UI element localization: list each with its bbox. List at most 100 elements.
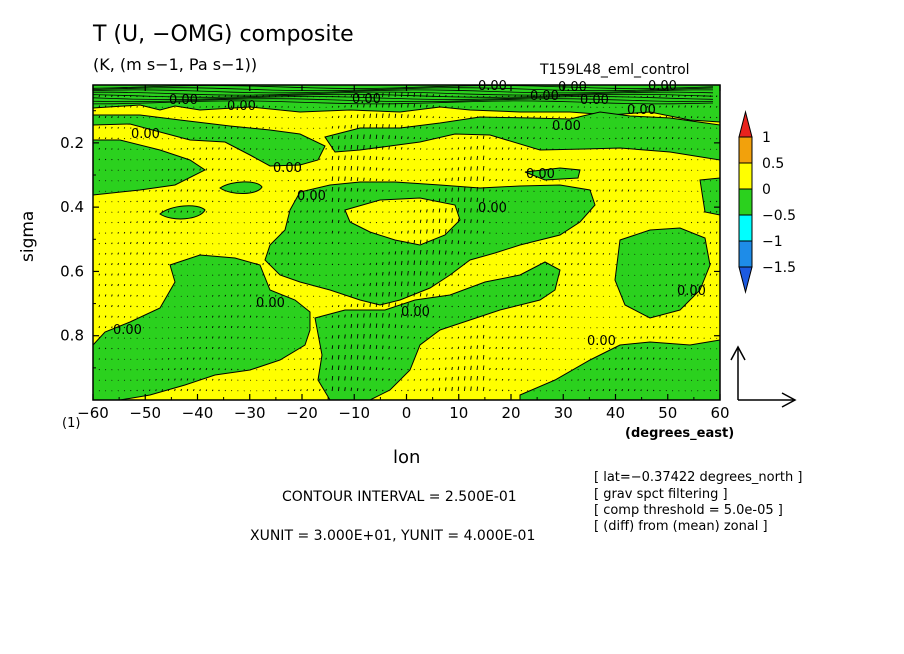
wind-vector	[130, 337, 132, 339]
wind-vector	[489, 200, 491, 203]
wind-vector	[684, 232, 686, 234]
wind-vector	[300, 295, 302, 297]
wind-vector	[558, 337, 560, 339]
wind-vector	[564, 389, 567, 392]
wind-vector	[690, 211, 693, 213]
wind-vector	[243, 315, 245, 318]
wind-vector	[123, 262, 126, 266]
wind-vector	[678, 105, 680, 108]
wind-vector	[344, 187, 346, 192]
wind-vector	[413, 240, 416, 245]
wind-vector	[287, 106, 289, 108]
wind-vector	[489, 137, 491, 140]
wind-vector	[237, 379, 239, 381]
wind-vector	[104, 369, 107, 371]
wind-vector	[388, 379, 390, 381]
wind-vector	[621, 116, 623, 119]
wind-vector	[445, 95, 447, 98]
wind-vector	[268, 273, 271, 276]
wind-vector	[155, 220, 157, 224]
wind-vector	[155, 241, 157, 245]
wind-vector	[394, 241, 397, 245]
wind-vector	[180, 388, 182, 392]
contour-label: 0.00	[526, 167, 555, 182]
wind-vector	[709, 252, 712, 255]
wind-vector	[167, 368, 170, 371]
wind-vector	[161, 389, 164, 392]
wind-vector	[709, 337, 711, 339]
wind-vector	[256, 211, 258, 213]
wind-vector	[312, 285, 315, 287]
wind-vector	[413, 250, 416, 255]
wind-vector	[281, 316, 283, 318]
wind-vector	[369, 282, 371, 287]
wind-vector	[167, 231, 170, 234]
wind-vector	[495, 95, 497, 98]
wind-vector	[199, 211, 201, 213]
wind-vector	[539, 126, 542, 129]
wind-vector	[432, 105, 434, 108]
wind-vector	[445, 250, 447, 255]
wind-vector	[508, 346, 510, 350]
wind-vector	[690, 337, 693, 339]
wind-vector	[350, 166, 353, 171]
wind-vector	[325, 117, 327, 119]
wind-vector	[552, 116, 554, 119]
wind-vector	[167, 179, 170, 182]
wind-vector	[438, 239, 441, 245]
wind-vector	[306, 252, 308, 255]
wind-vector	[703, 390, 705, 392]
wind-vector	[709, 190, 712, 192]
wind-vector	[659, 253, 661, 255]
wind-vector	[369, 377, 371, 381]
wind-vector	[331, 106, 334, 108]
wind-vector	[678, 232, 680, 234]
wind-vector	[249, 358, 252, 360]
wind-vector	[545, 273, 548, 276]
upper-contour-line	[93, 85, 714, 89]
wind-vector	[319, 148, 321, 150]
wind-vector	[344, 105, 346, 108]
wind-vector	[602, 210, 605, 213]
wind-vector	[665, 243, 667, 245]
wind-vector	[457, 207, 460, 213]
wind-vector	[218, 346, 220, 350]
wind-vector	[400, 281, 403, 287]
wind-vector	[193, 232, 195, 234]
wind-vector	[306, 138, 308, 140]
wind-vector	[287, 159, 289, 161]
wind-vector	[98, 253, 101, 255]
wind-vector	[527, 390, 529, 392]
wind-vector	[602, 337, 604, 339]
wind-vector	[375, 292, 378, 297]
wind-vector	[653, 389, 655, 392]
wind-vector	[445, 305, 447, 308]
wind-vector	[501, 284, 504, 287]
wind-vector	[697, 221, 699, 224]
wind-vector	[193, 378, 195, 381]
wind-vector	[690, 137, 693, 140]
wind-vector	[545, 283, 548, 287]
wind-vector	[193, 295, 195, 297]
wind-vector	[369, 366, 371, 371]
wind-vector	[419, 199, 422, 203]
wind-vector	[564, 262, 567, 266]
wind-vector	[363, 199, 365, 203]
wind-vector	[476, 365, 479, 371]
wind-vector	[306, 327, 308, 329]
wind-vector	[274, 305, 277, 308]
wind-vector	[413, 389, 416, 392]
wind-vector	[211, 389, 214, 392]
wind-vector	[400, 136, 403, 140]
wind-vector	[419, 137, 422, 140]
wind-vector	[337, 314, 340, 318]
wind-vector	[546, 169, 548, 171]
wind-vector	[671, 284, 674, 287]
wind-vector	[577, 210, 579, 213]
wind-vector	[174, 210, 176, 213]
wind-vector	[684, 315, 686, 318]
wind-vector	[520, 274, 523, 276]
wind-vector	[161, 284, 163, 287]
wind-vector	[356, 210, 359, 213]
wind-vector	[199, 126, 201, 129]
